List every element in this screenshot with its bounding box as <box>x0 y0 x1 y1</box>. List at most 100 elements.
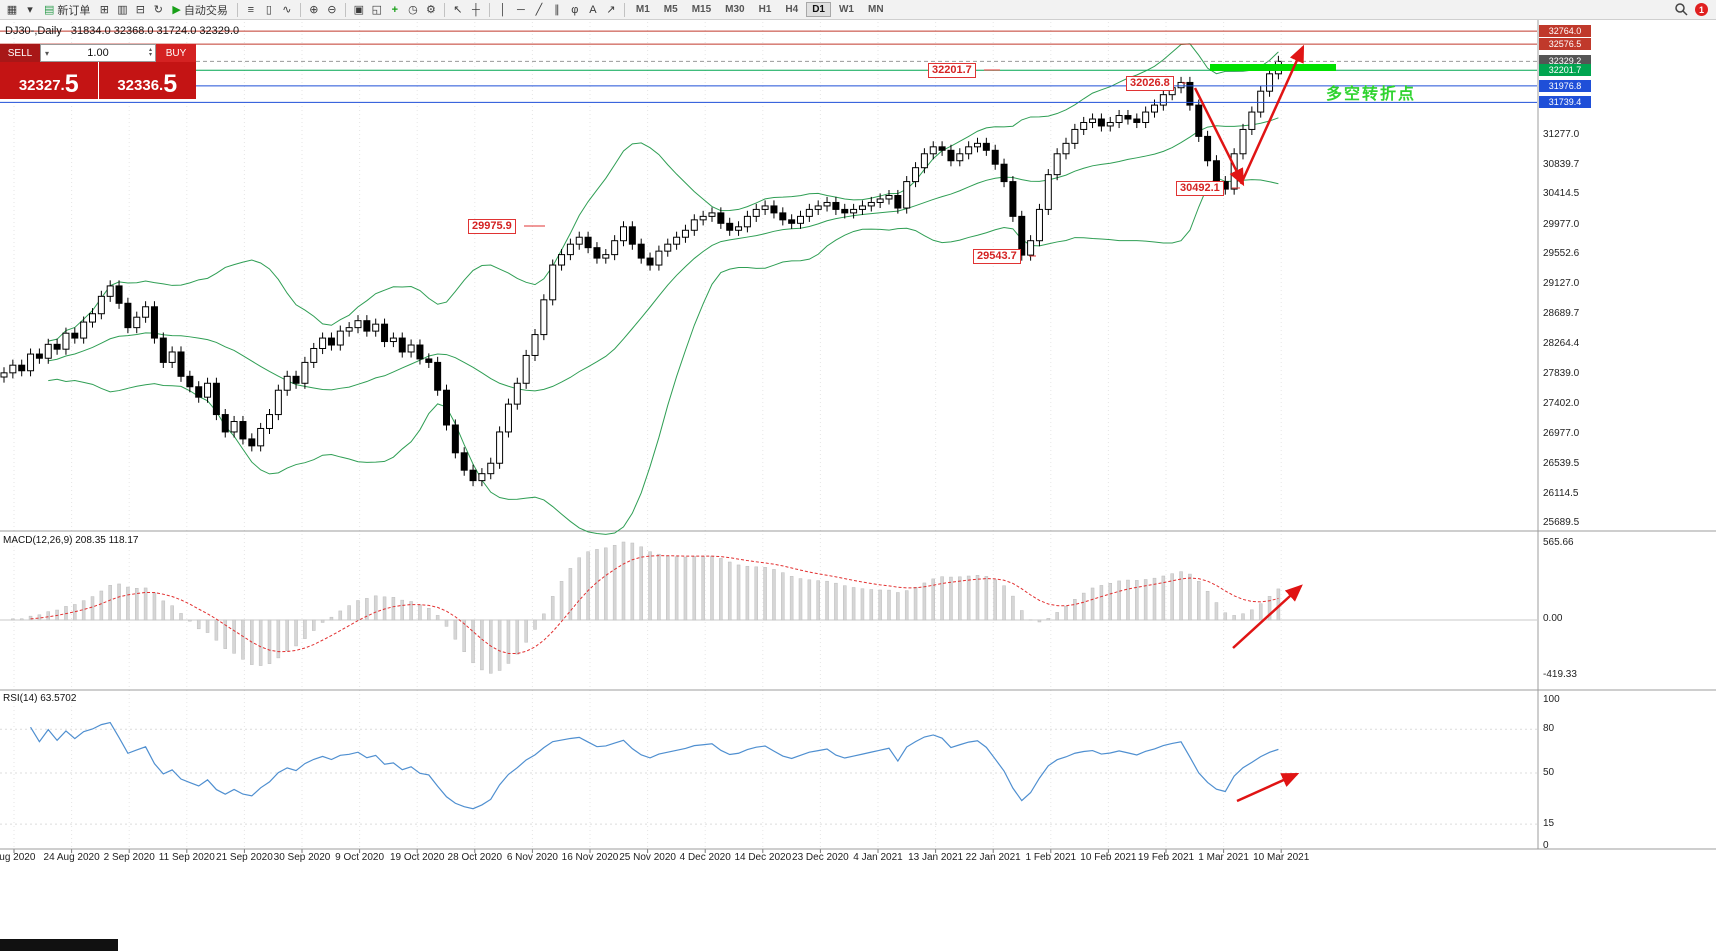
price-axis-label: 26539.5 <box>1543 457 1580 469</box>
zoom-out-icon[interactable]: ⊖ <box>327 3 337 16</box>
price-annotation[interactable]: 29543.7 <box>973 249 1021 264</box>
macd-histogram-bar <box>1205 590 1210 621</box>
macd-histogram-bar <box>860 588 865 621</box>
candle-body <box>407 344 415 353</box>
candle-body <box>903 181 911 209</box>
candle-body <box>221 414 229 433</box>
candle-body <box>1266 73 1274 92</box>
volume-down-icon[interactable]: ▾ <box>148 52 152 58</box>
fibonacci-icon[interactable]: φ <box>571 3 579 16</box>
trendline-icon[interactable]: ╱ <box>535 3 543 16</box>
timeframe-m5[interactable]: M5 <box>663 4 678 15</box>
bar-chart-type-icon[interactable]: ≡ <box>247 3 255 16</box>
macd-histogram-bar <box>1258 603 1263 621</box>
macd-histogram-bar <box>1267 596 1272 621</box>
line-chart-type-icon[interactable]: ∿ <box>282 3 292 16</box>
candle-body <box>752 208 760 217</box>
new-order-button[interactable]: ▤ 新订单 <box>39 1 95 19</box>
macd-histogram-bar <box>550 596 555 621</box>
buy-price[interactable]: 32336. 5 <box>98 62 196 99</box>
candle-body <box>1239 128 1247 155</box>
crosshair-icon[interactable]: ┼ <box>471 3 480 16</box>
macd-histogram-bar <box>533 619 537 630</box>
chart-windows-icon[interactable]: ⊞ <box>99 3 110 16</box>
channel-icon[interactable]: ∥ <box>554 3 560 16</box>
macd-histogram-bar <box>1241 613 1245 621</box>
horizontal-line-icon[interactable]: ─ <box>516 3 525 16</box>
volume-stepper[interactable]: ▾ 1.00 ▴ ▾ <box>40 44 156 62</box>
symbol-chart-icon[interactable]: ▦ <box>6 3 18 16</box>
auto-trading-button[interactable]: ▶ 自动交易 <box>167 1 232 19</box>
add-indicator-icon[interactable]: + <box>391 3 399 16</box>
macd-histogram-bar <box>825 580 829 621</box>
timeframe-h1[interactable]: H1 <box>758 4 772 15</box>
candlestick-type-icon[interactable]: ▯ <box>265 3 272 16</box>
cascade-windows-icon[interactable]: ◱ <box>371 3 383 16</box>
price-annotation[interactable]: 32201.7 <box>928 63 976 78</box>
macd-histogram-bar <box>595 549 599 621</box>
macd-histogram-bar <box>639 546 643 621</box>
timeframe-m15[interactable]: M15 <box>691 4 712 15</box>
price-axis-label: 26114.5 <box>1543 487 1579 499</box>
search-icon[interactable] <box>1673 2 1689 18</box>
macd-histogram-bar <box>188 619 192 622</box>
price-annotation[interactable]: 32026.8 <box>1126 76 1174 91</box>
candle-body <box>212 382 220 416</box>
data-window-icon[interactable]: ⊟ <box>135 3 146 16</box>
macd-histogram-bar <box>170 605 174 621</box>
candle-body <box>186 375 194 388</box>
date-axis-label: 4 Jan 2021 <box>853 852 903 863</box>
volume-spin-buttons[interactable]: ▴ ▾ <box>148 47 152 58</box>
timeframe-mn[interactable]: MN <box>867 4 884 15</box>
timeframe-d1[interactable]: D1 <box>806 2 831 17</box>
candle-body <box>142 306 150 318</box>
candle-body <box>1115 115 1123 123</box>
macd-histogram-bar <box>179 613 183 621</box>
buy-button[interactable]: BUY <box>156 44 196 62</box>
macd-histogram-bar <box>453 619 458 640</box>
period-icon[interactable]: ◷ <box>408 3 418 16</box>
macd-histogram-bar <box>1250 609 1254 621</box>
arrows-icon[interactable]: ↗ <box>606 3 616 16</box>
candle-body <box>1177 81 1185 89</box>
chart-properties-icon[interactable]: ⚙ <box>425 3 436 16</box>
price-annotation[interactable]: 30492.1 <box>1176 181 1224 196</box>
candle-body <box>832 201 840 210</box>
chart-dropdown-caret-icon[interactable]: ▾ <box>27 3 33 16</box>
timeframe-m30[interactable]: M30 <box>725 4 745 15</box>
timeframe-m1[interactable]: M1 <box>635 4 650 15</box>
date-axis-label: 21 Sep 2020 <box>216 852 273 863</box>
macd-histogram-bar <box>205 619 210 633</box>
rsi-axis-label: 15 <box>1543 818 1555 830</box>
sell-price[interactable]: 32327. 5 <box>0 62 98 99</box>
macd-axis-label: -419.33 <box>1543 669 1577 680</box>
sell-button[interactable]: SELL <box>0 44 40 62</box>
macd-histogram-bar <box>648 551 652 621</box>
vertical-line-icon[interactable]: │ <box>499 3 507 16</box>
candle-body <box>1000 163 1008 183</box>
notification-badge[interactable]: 1 <box>1695 3 1708 16</box>
macd-histogram-bar <box>727 561 732 621</box>
candle-body <box>416 344 424 360</box>
macd-histogram-bar <box>462 619 466 652</box>
candle-body <box>681 229 689 238</box>
tile-windows-icon[interactable]: ▣ <box>353 3 365 16</box>
price-annotation[interactable]: 29975.9 <box>468 219 516 234</box>
date-axis-label: 19 Feb 2021 <box>1137 852 1195 863</box>
market-watch-icon[interactable]: ▥ <box>117 3 128 16</box>
timeframe-w1[interactable]: W1 <box>838 4 854 15</box>
refresh-icon[interactable]: ↻ <box>153 3 164 16</box>
text-icon[interactable]: A <box>589 3 597 16</box>
zoom-in-icon[interactable]: ⊕ <box>309 3 319 16</box>
volume-caret-icon[interactable]: ▾ <box>45 48 50 58</box>
macd-histogram-bar <box>285 619 289 652</box>
candle-body <box>115 285 123 304</box>
macd-histogram-bar <box>869 589 874 621</box>
toolbar-separator <box>488 2 490 17</box>
cursor-icon[interactable]: ↖ <box>453 3 463 16</box>
volume-up-icon[interactable]: ▴ <box>148 47 152 53</box>
timeframe-h4[interactable]: H4 <box>785 4 799 15</box>
macd-histogram-bar <box>1179 571 1183 621</box>
candle-body <box>363 320 371 332</box>
